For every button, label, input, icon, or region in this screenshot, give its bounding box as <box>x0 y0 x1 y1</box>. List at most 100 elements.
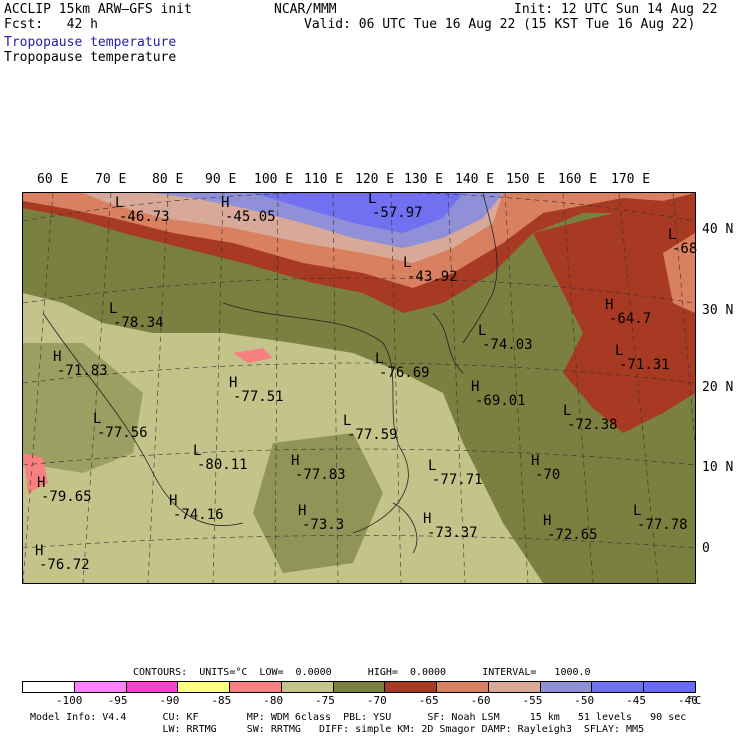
extremum-value: -45.05 <box>225 209 276 225</box>
forecast-hour: Fcst: 42 h <box>4 17 98 32</box>
low-marker: L <box>343 413 352 429</box>
high-marker: H <box>169 493 178 509</box>
extremum-value: -77.56 <box>97 425 148 441</box>
low-marker: L <box>428 458 437 474</box>
valid-time: Valid: 06 UTC Tue 16 Aug 22 (15 KST Tue … <box>304 17 696 32</box>
model-info-line1: Model Info: V4.4 CU: KF MP: WDM 6class P… <box>30 712 687 723</box>
extremum-value: -69.01 <box>475 393 526 409</box>
extremum-value: -76.69 <box>379 365 430 381</box>
high-marker: H <box>471 379 480 395</box>
colorbar-swatch <box>488 682 541 692</box>
extremum-value: -64.7 <box>609 311 652 327</box>
lon-label: 160 E <box>558 172 598 187</box>
field-title-blue: Tropopause temperature <box>4 35 177 50</box>
model-info-line2: LW: RRTMG SW: RRTMG DIFF: simple KM: 2D … <box>30 724 645 735</box>
coastline-japan <box>462 193 498 344</box>
colorbar-tick-label: -40 <box>678 694 698 707</box>
colorbar <box>22 681 696 693</box>
init-time: Init: 12 UTC Sun 14 Aug 22 <box>514 2 718 17</box>
low-marker: L <box>193 443 202 459</box>
extremum-value: -68 <box>672 241 698 257</box>
colorbar-swatch <box>437 682 489 692</box>
colorbar-tick-label: -70 <box>366 694 387 707</box>
extremum-value: -57.97 <box>372 205 423 221</box>
colorbar-tick-label: -75 <box>315 694 335 707</box>
high-marker: H <box>291 453 300 469</box>
extremum-value: -78.34 <box>113 315 164 331</box>
low-marker: L <box>109 301 118 317</box>
contours-info: CONTOURS: UNITS=°C LOW= 0.0000 HIGH= 0.0… <box>133 667 591 678</box>
high-marker: H <box>35 543 44 559</box>
lon-label: 140 E <box>455 172 495 187</box>
lon-label: 60 E <box>37 172 69 187</box>
colorbar-tick-label: -50 <box>574 694 595 707</box>
colorbar-tick-label: -45 <box>626 694 647 707</box>
graticule <box>23 193 695 583</box>
lat-label: 10 N <box>702 460 734 475</box>
coastline-asia <box>222 302 409 534</box>
high-marker: H <box>298 503 307 519</box>
extremum-value: -77.83 <box>295 467 346 483</box>
lat-label: 0 <box>702 541 710 556</box>
colorbar-swatch <box>178 682 231 692</box>
extremum-value: -72.38 <box>567 417 618 433</box>
lon-label: 100 E <box>254 172 294 187</box>
extremum-value: -73.37 <box>427 525 478 541</box>
lon-label: 130 E <box>404 172 444 187</box>
colorbar-tick-label: -65 <box>418 694 439 707</box>
colorbar-tick-label: -90 <box>159 694 180 707</box>
low-marker: L <box>563 403 572 419</box>
field-pink-patch <box>233 348 273 363</box>
low-marker: L <box>633 503 642 519</box>
map-panel[interactable]: L -46.73 H -45.05 L -57.97 L -43.92 L -68 L -78.34 H… <box>22 191 698 584</box>
high-marker: H <box>229 375 238 391</box>
colorbar-swatch <box>385 682 438 692</box>
colorbar-unit: °C <box>688 694 702 707</box>
colorbar-swatch <box>74 682 127 692</box>
colorbar-swatch <box>644 682 695 692</box>
extremum-value: -77.59 <box>347 427 398 443</box>
low-marker: L <box>93 411 102 427</box>
colorbar-tick-label: -80 <box>263 694 284 707</box>
colorbar-tick-label: -55 <box>522 694 543 707</box>
high-marker: H <box>605 297 614 313</box>
low-marker: L <box>115 195 124 211</box>
center-label: NCAR/MMM <box>274 2 337 17</box>
low-marker: L <box>375 351 384 367</box>
extremum-value: -80.11 <box>197 457 248 473</box>
model-title: ACCLIP 15km ARW–GFS init <box>4 2 192 17</box>
field-orange-east <box>663 233 695 313</box>
colorbar-swatch <box>540 682 593 692</box>
extremum-value: -46.73 <box>119 209 170 225</box>
field-sea-patch <box>253 433 383 573</box>
extremum-value: -74.16 <box>173 507 224 523</box>
extremum-value: -77.51 <box>233 389 284 405</box>
field-west-patch <box>23 343 143 473</box>
colorbar-swatch <box>281 682 334 692</box>
low-marker: L <box>478 323 487 339</box>
lon-label: 80 E <box>152 172 184 187</box>
high-marker: H <box>531 453 540 469</box>
extremum-value: -76.72 <box>39 557 90 573</box>
low-marker: L <box>668 227 677 243</box>
low-marker: L <box>368 191 377 207</box>
colorbar-tick-label: -95 <box>107 694 128 707</box>
colorbar-tick-label: -60 <box>470 694 491 707</box>
map-field <box>23 193 695 583</box>
lat-label: 30 N <box>702 303 734 318</box>
extremum-value: -79.65 <box>41 489 92 505</box>
low-marker: L <box>403 255 412 271</box>
high-marker: H <box>37 475 46 491</box>
lon-label: 90 E <box>205 172 237 187</box>
coastline-korea <box>432 312 464 374</box>
extremum-value: -74.03 <box>482 337 533 353</box>
low-marker: L <box>615 343 624 359</box>
lon-label: 110 E <box>304 172 344 187</box>
extremum-value: -43.92 <box>407 269 458 285</box>
lat-label: 20 N <box>702 380 734 395</box>
extremum-value: -77.78 <box>637 517 688 533</box>
lon-label: 120 E <box>355 172 395 187</box>
extremum-value: -71.31 <box>619 357 670 373</box>
colorbar-tick-label: -100 <box>55 694 83 707</box>
lon-label: 70 E <box>95 172 127 187</box>
